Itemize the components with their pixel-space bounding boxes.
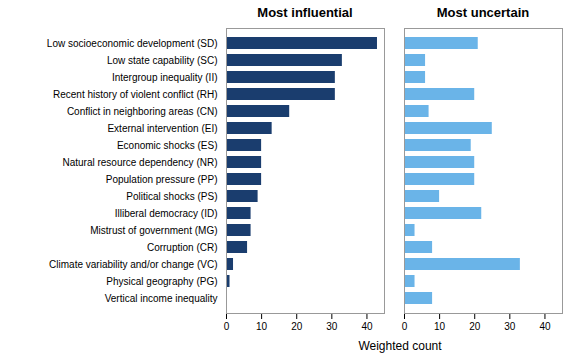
svg-text:20: 20 (291, 321, 303, 332)
svg-text:Economic shocks (ES): Economic shocks (ES) (117, 140, 218, 151)
svg-text:Low state capability (SC): Low state capability (SC) (107, 55, 218, 66)
svg-text:Climate variability and/or cha: Climate variability and/or change (VC) (49, 259, 217, 270)
svg-text:Population pressure (PP): Population pressure (PP) (106, 174, 218, 185)
svg-text:Illiberal democracy (ID): Illiberal democracy (ID) (115, 208, 218, 219)
svg-text:0: 0 (402, 321, 408, 332)
svg-text:Vertical income inequality: Vertical income inequality (105, 293, 218, 304)
html-text:Most influential: Most influential (257, 5, 353, 20)
svg-text:10: 10 (256, 321, 268, 332)
html-text:Weighted count: Weighted count (358, 339, 442, 353)
svg-text:Corruption (CR): Corruption (CR) (147, 242, 218, 253)
svg-text:External intervention (EI): External intervention (EI) (107, 123, 217, 134)
svg-text:Political shocks (PS): Political shocks (PS) (126, 191, 217, 202)
svg-text:Recent history of violent conf: Recent history of violent conflict (RH) (53, 89, 218, 100)
svg-text:30: 30 (326, 321, 338, 332)
svg-text:0: 0 (224, 321, 230, 332)
svg-text:40: 40 (539, 321, 551, 332)
svg-text:10: 10 (434, 321, 446, 332)
svg-text:Conflict in neighboring areas: Conflict in neighboring areas (CN) (67, 106, 218, 117)
svg-text:Physical geography (PG): Physical geography (PG) (106, 276, 217, 287)
svg-text:Mistrust of government (MG): Mistrust of government (MG) (90, 225, 217, 236)
svg-text:20: 20 (469, 321, 481, 332)
svg-text:Natural resource dependency (N: Natural resource dependency (NR) (62, 157, 217, 168)
svg-text:30: 30 (504, 321, 516, 332)
svg-text:40: 40 (361, 321, 373, 332)
html-text:Most uncertain: Most uncertain (436, 5, 530, 20)
svg-text:Low socioeconomic development: Low socioeconomic development (SD) (47, 38, 218, 49)
svg-text:Intergroup inequality (II): Intergroup inequality (II) (112, 72, 218, 83)
